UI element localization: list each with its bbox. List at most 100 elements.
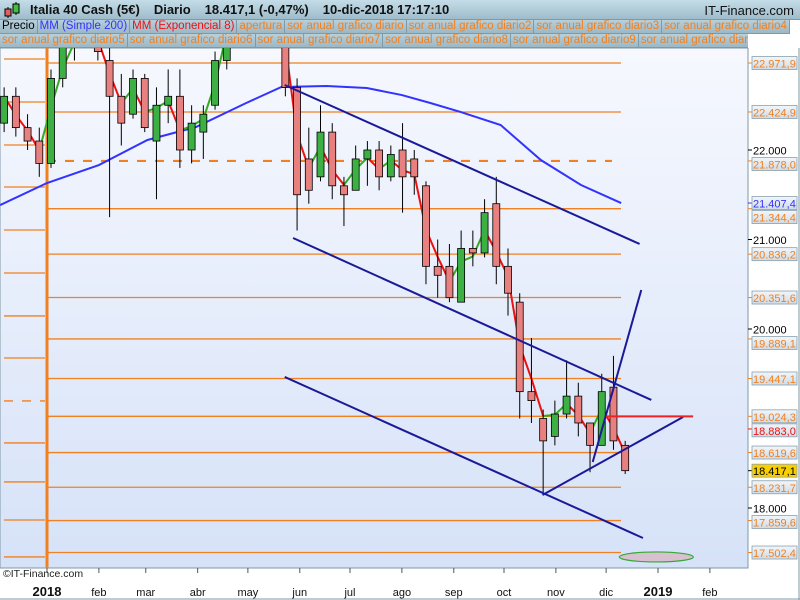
datetime: 10-dic-2018 17:17:10 (322, 2, 450, 17)
candle (129, 69, 137, 119)
copyright: ©IT-Finance.com (3, 568, 83, 580)
price-label: 18.883,0 (753, 426, 796, 438)
legend-row-1: Precio MM (Simple 200) MM (Exponencial 8) a… (0, 20, 790, 34)
candle (35, 127, 44, 177)
candle-body (621, 444, 630, 472)
y-tick-label: 18.000 (753, 504, 787, 516)
price-label-box (751, 545, 798, 560)
x-tick-label: dic (599, 587, 614, 599)
candle-body (363, 149, 372, 160)
site-name: IT-Finance.com (704, 3, 794, 18)
candle-body (316, 131, 325, 178)
candle (457, 230, 466, 303)
trendline (292, 237, 652, 401)
candle (363, 141, 372, 186)
candle (175, 69, 184, 168)
legend-item[interactable]: Precio (0, 20, 38, 34)
candle-body (492, 203, 501, 267)
candle (222, 48, 231, 70)
candle (164, 69, 173, 124)
candle-body (164, 95, 173, 106)
candle-body (386, 154, 395, 178)
candle-body (23, 127, 32, 142)
price-label-box (751, 105, 798, 119)
legend-item[interactable]: sor anual grafico diario10 (638, 34, 748, 48)
last-price: 18.417,1 (-0,47%) (204, 2, 309, 17)
legend-item[interactable]: apertura (237, 20, 286, 34)
trendline (542, 416, 684, 496)
candle (375, 141, 384, 191)
price-label-box (751, 480, 798, 495)
candle (152, 87, 161, 200)
price-label: 17.502,4 (753, 548, 796, 560)
price-label: 18.619,6 (753, 448, 796, 460)
candle (574, 382, 583, 437)
price-label: 21.407,4 (753, 199, 796, 211)
price-label-box (751, 196, 798, 210)
candle (468, 230, 477, 267)
candle-body (550, 413, 559, 437)
price-label: 18.231,7 (753, 483, 796, 495)
legend-item[interactable]: sor anual grafico diario5 (0, 34, 128, 48)
candle (621, 440, 630, 474)
candle (351, 145, 360, 191)
candle-body (293, 86, 301, 196)
price-label-box (751, 371, 798, 386)
candle-body (58, 48, 67, 79)
candle (527, 337, 536, 423)
candle-body (351, 158, 360, 191)
candle-body (47, 78, 55, 164)
legend-item[interactable]: sor anual grafico diario (285, 20, 407, 34)
legend-item[interactable]: sor anual grafico diario4 (662, 20, 790, 34)
candle (281, 48, 290, 97)
candle (328, 123, 337, 200)
price-label: 19.447,1 (753, 374, 796, 386)
price-label-box (751, 409, 798, 424)
legend-item[interactable]: sor anual grafico diario3 (534, 20, 663, 34)
candle-body (129, 78, 137, 115)
candle-body (433, 265, 442, 276)
legend-item[interactable]: MM (Exponencial 8) (130, 20, 238, 34)
legend-item[interactable]: sor anual grafico diario6 (127, 34, 256, 48)
candle-body (187, 122, 196, 151)
candle-body (35, 140, 44, 164)
legend-item[interactable]: sor anual grafico diario8 (383, 34, 511, 48)
candle (11, 87, 20, 137)
price-label-box (751, 515, 798, 529)
legend: Precio MM (Simple 200) MM (Exponencial 8) a… (0, 20, 800, 48)
legend-item[interactable]: sor anual grafico diario7 (255, 34, 384, 48)
candlestick-icon (4, 1, 20, 18)
price-label: 22.971,9 (753, 59, 796, 71)
candle (93, 48, 102, 61)
x-tick-label: 2018 (33, 584, 62, 599)
legend-item[interactable]: sor anual grafico diario2 (406, 20, 535, 34)
x-tick-label: jun (291, 587, 307, 599)
candle (187, 105, 196, 164)
x-tick-label: 2019 (644, 584, 673, 599)
legend-item[interactable]: sor anual grafico diario9 (511, 34, 639, 48)
candle (199, 105, 208, 159)
candle-body (0, 95, 9, 124)
legend-item[interactable]: MM (Simple 200) (37, 20, 131, 34)
price-label: 21.344,4 (753, 213, 796, 225)
candle-body (539, 418, 548, 442)
candle-body (304, 158, 313, 191)
price-label: 20.351,6 (753, 293, 796, 305)
candle-body (140, 78, 149, 129)
x-tick-label: mar (136, 587, 155, 599)
candle-body (574, 395, 583, 424)
title-bar: Italia 40 Cash (5€) Diario 18.417,1 (-0,… (0, 0, 800, 20)
x-tick-label: jul (343, 587, 355, 599)
candle-body (11, 95, 20, 129)
x-tick-label: sep (445, 587, 463, 599)
price-label-box (751, 463, 798, 478)
candle (316, 105, 325, 182)
price-label: 19.889,1 (753, 339, 796, 351)
candle-body (468, 248, 477, 254)
y-tick-label: 22.000 (753, 146, 787, 158)
x-tick-label: feb (91, 587, 106, 599)
price-label: 22.424,9 (753, 107, 796, 119)
candle (23, 114, 32, 150)
candle (340, 176, 348, 227)
